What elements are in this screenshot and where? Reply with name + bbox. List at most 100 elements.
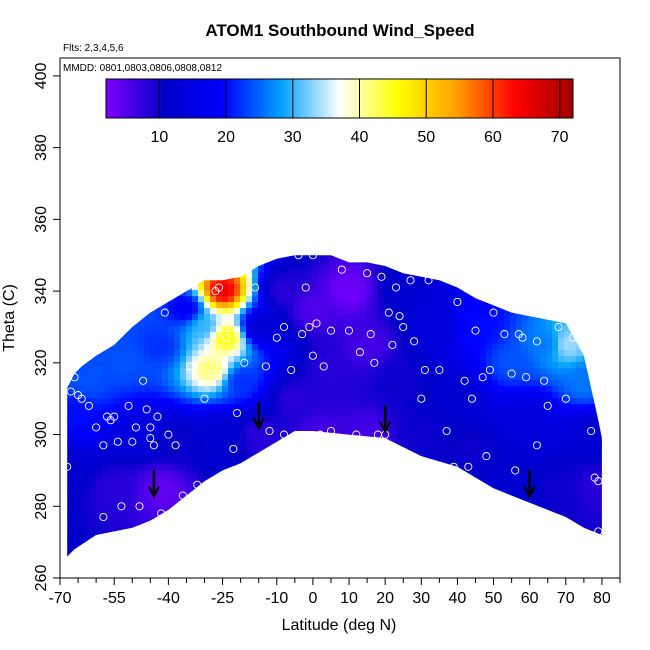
field-cell [402, 284, 409, 291]
field-cell [594, 560, 601, 567]
field-cell [486, 320, 493, 327]
field-cell [432, 524, 439, 531]
observation-point [164, 430, 173, 439]
field-cell [210, 350, 217, 357]
field-cell [120, 494, 127, 501]
field-cell [582, 452, 589, 459]
field-cell [486, 386, 493, 393]
field-cell [528, 506, 535, 513]
field-cell [114, 374, 121, 381]
field-cell [414, 428, 421, 435]
field-cell [486, 392, 493, 399]
field-cell [102, 464, 109, 471]
field-cell [414, 296, 421, 303]
field-cell [342, 560, 349, 567]
field-cell [564, 380, 571, 387]
field-cell [582, 368, 589, 375]
field-cell [456, 266, 463, 273]
field-cell [318, 278, 325, 285]
field-cell [576, 392, 583, 399]
field-cell [600, 452, 602, 459]
field-cell [360, 266, 367, 273]
field-cell [516, 482, 523, 489]
field-cell [414, 386, 421, 393]
field-cell [426, 356, 433, 363]
field-cell [336, 308, 343, 315]
field-cell [384, 488, 391, 495]
field-cell [402, 494, 409, 501]
field-cell [528, 536, 535, 543]
field-cell [324, 260, 331, 267]
field-cell [480, 380, 487, 387]
field-cell [204, 554, 211, 557]
field-cell [372, 398, 379, 405]
field-cell [402, 338, 409, 345]
field-cell [546, 518, 553, 525]
field-cell [546, 440, 553, 447]
field-cell [324, 524, 331, 531]
field-cell [228, 554, 235, 557]
field-cell [60, 356, 67, 363]
field-cell [168, 260, 175, 267]
field-cell [270, 446, 277, 453]
field-cell [540, 494, 547, 501]
field-cell [306, 518, 313, 525]
field-cell [516, 494, 523, 501]
field-cell [138, 314, 145, 321]
field-cell [240, 380, 247, 387]
field-cell [174, 338, 181, 345]
field-cell [546, 398, 553, 405]
field-cell [528, 452, 535, 459]
field-cell [306, 560, 313, 567]
field-cell [90, 434, 97, 441]
field-cell [456, 548, 463, 555]
field-cell [156, 476, 163, 483]
field-cell [156, 404, 163, 411]
field-cell [456, 536, 463, 543]
field-cell [336, 296, 343, 303]
field-cell [432, 518, 439, 525]
field-cell [72, 374, 79, 381]
field-cell [252, 308, 259, 315]
colorbar-ticks: 10 20 30 40 50 60 70 [150, 79, 569, 146]
field-cell [67, 530, 73, 537]
field-cell [414, 290, 421, 297]
field-cell [126, 266, 133, 273]
field-cell [444, 296, 451, 303]
field-cell [246, 452, 253, 459]
field-cell [198, 464, 205, 471]
field-cell [336, 248, 343, 255]
field-cell [348, 278, 355, 285]
field-cell [468, 488, 475, 495]
field-cell [216, 506, 223, 513]
field-cell [114, 488, 121, 495]
field-cell [67, 494, 73, 501]
field-cell [402, 452, 409, 459]
field-cell [558, 470, 565, 477]
field-cell [462, 446, 469, 453]
field-cell [192, 296, 199, 303]
field-cell [546, 458, 553, 465]
field-cell [270, 548, 277, 555]
field-cell [114, 344, 121, 351]
field-cell [342, 398, 349, 405]
field-cell [438, 302, 445, 309]
field-cell [504, 398, 511, 405]
field-cell [594, 380, 601, 387]
field-cell [564, 446, 571, 453]
field-cell [558, 560, 565, 567]
field-cell [378, 314, 385, 321]
field-cell [228, 470, 235, 477]
field-cell [450, 272, 457, 279]
field-cell [300, 452, 307, 459]
field-cell [408, 290, 415, 297]
field-cell [408, 416, 415, 423]
field-cell [234, 248, 241, 255]
field-cell [126, 308, 133, 315]
field-cell [528, 255, 535, 261]
field-cell [180, 356, 187, 363]
field-cell [576, 536, 583, 543]
field-cell [288, 260, 295, 267]
field-cell [498, 290, 505, 297]
field-cell [570, 284, 577, 291]
